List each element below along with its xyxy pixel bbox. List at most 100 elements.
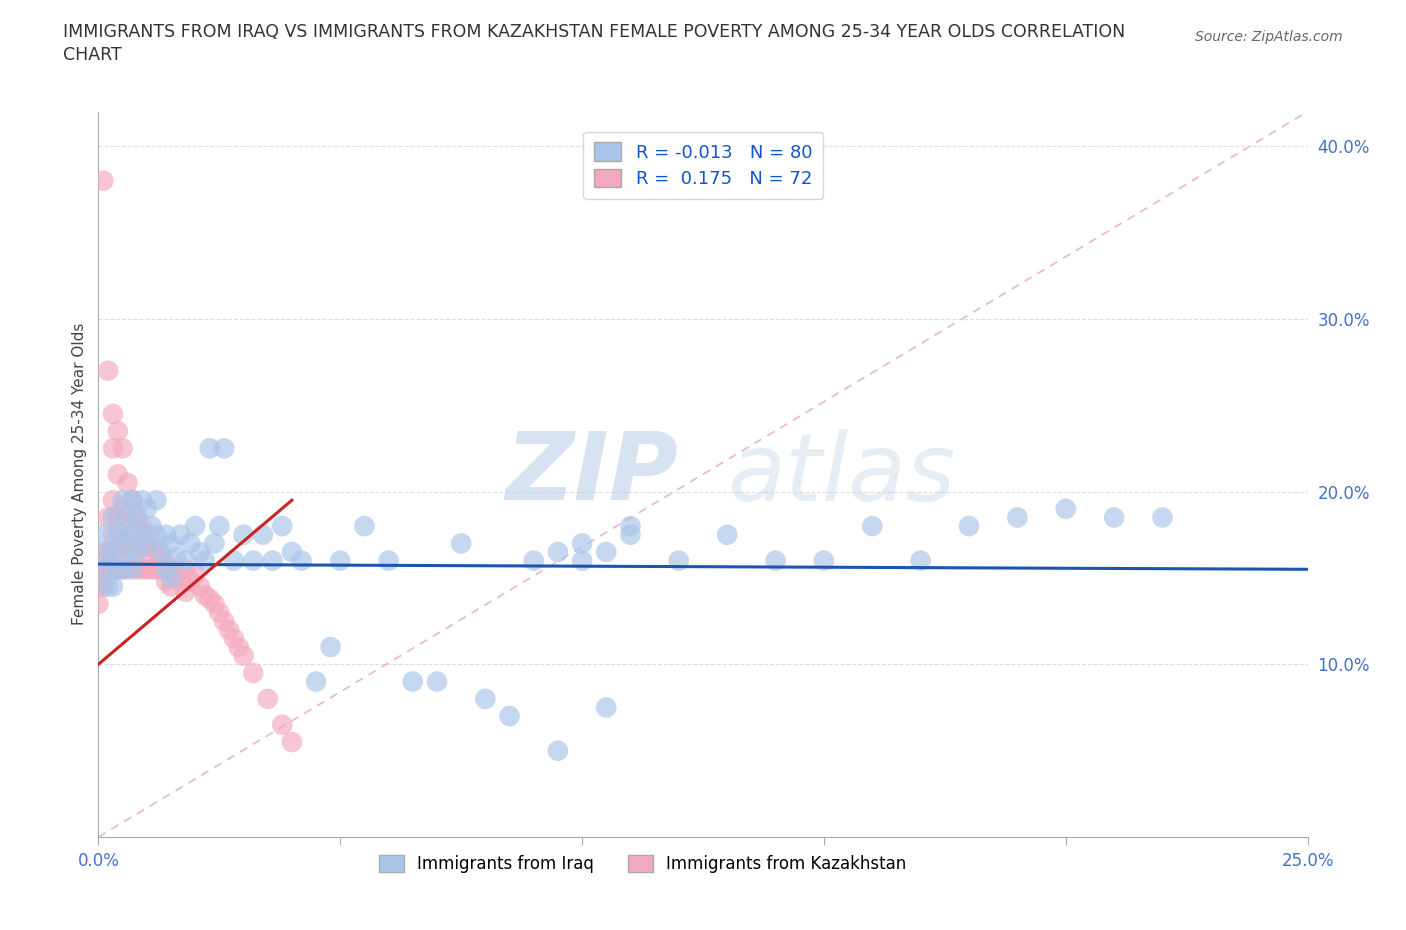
Point bbox=[117, 510, 139, 525]
Point bbox=[184, 519, 207, 534]
Point bbox=[101, 579, 124, 594]
Point bbox=[107, 467, 129, 482]
Point bbox=[127, 536, 149, 551]
Point bbox=[97, 579, 120, 594]
Point bbox=[111, 527, 134, 542]
Point bbox=[160, 579, 183, 594]
Point bbox=[160, 570, 183, 585]
Point bbox=[353, 519, 375, 534]
Text: atlas: atlas bbox=[727, 429, 956, 520]
Point bbox=[117, 475, 139, 490]
Point bbox=[232, 527, 254, 542]
Point bbox=[474, 691, 496, 706]
Point bbox=[87, 579, 110, 594]
Point bbox=[101, 510, 124, 525]
Point bbox=[1152, 510, 1174, 525]
Legend: Immigrants from Iraq, Immigrants from Kazakhstan: Immigrants from Iraq, Immigrants from Ka… bbox=[373, 848, 912, 880]
Point bbox=[860, 519, 883, 534]
Point bbox=[87, 562, 110, 577]
Point bbox=[426, 674, 449, 689]
Point bbox=[290, 553, 312, 568]
Point bbox=[97, 545, 120, 560]
Point bbox=[107, 562, 129, 577]
Point bbox=[716, 527, 738, 542]
Point bbox=[668, 553, 690, 568]
Point bbox=[101, 527, 124, 542]
Point bbox=[619, 519, 641, 534]
Point bbox=[131, 562, 153, 577]
Point bbox=[204, 596, 226, 611]
Point bbox=[1007, 510, 1029, 525]
Point bbox=[121, 527, 143, 542]
Text: Source: ZipAtlas.com: Source: ZipAtlas.com bbox=[1195, 30, 1343, 44]
Point bbox=[571, 536, 593, 551]
Point bbox=[155, 574, 177, 589]
Point bbox=[232, 648, 254, 663]
Point bbox=[155, 527, 177, 542]
Point bbox=[127, 510, 149, 525]
Point bbox=[91, 562, 114, 577]
Point bbox=[107, 424, 129, 439]
Point bbox=[101, 493, 124, 508]
Point bbox=[145, 493, 167, 508]
Point bbox=[222, 553, 245, 568]
Point bbox=[150, 550, 173, 565]
Point bbox=[281, 735, 304, 750]
Point bbox=[910, 553, 932, 568]
Point bbox=[262, 553, 284, 568]
Point bbox=[212, 441, 235, 456]
Point bbox=[198, 441, 221, 456]
Point bbox=[135, 536, 157, 551]
Point bbox=[127, 510, 149, 525]
Point bbox=[155, 557, 177, 572]
Point bbox=[101, 441, 124, 456]
Point bbox=[141, 539, 163, 554]
Point bbox=[305, 674, 328, 689]
Point bbox=[107, 545, 129, 560]
Point bbox=[228, 640, 250, 655]
Point bbox=[619, 527, 641, 542]
Point bbox=[271, 717, 294, 732]
Text: ZIP: ZIP bbox=[506, 429, 679, 520]
Point bbox=[121, 562, 143, 577]
Point bbox=[101, 406, 124, 421]
Point bbox=[107, 562, 129, 577]
Point bbox=[111, 441, 134, 456]
Point bbox=[87, 596, 110, 611]
Point bbox=[145, 562, 167, 577]
Point bbox=[121, 493, 143, 508]
Point bbox=[498, 709, 520, 724]
Point bbox=[165, 550, 187, 565]
Point bbox=[145, 527, 167, 542]
Point bbox=[179, 536, 201, 551]
Point bbox=[242, 553, 264, 568]
Point bbox=[97, 545, 120, 560]
Text: IMMIGRANTS FROM IRAQ VS IMMIGRANTS FROM KAZAKHSTAN FEMALE POVERTY AMONG 25-34 YE: IMMIGRANTS FROM IRAQ VS IMMIGRANTS FROM … bbox=[63, 23, 1126, 41]
Point bbox=[547, 743, 569, 758]
Point bbox=[155, 562, 177, 577]
Point bbox=[131, 519, 153, 534]
Point bbox=[121, 557, 143, 572]
Point bbox=[91, 545, 114, 560]
Point bbox=[91, 173, 114, 188]
Point bbox=[169, 527, 191, 542]
Point bbox=[242, 666, 264, 681]
Text: CHART: CHART bbox=[63, 46, 122, 64]
Point bbox=[145, 545, 167, 560]
Point bbox=[523, 553, 546, 568]
Point bbox=[402, 674, 425, 689]
Point bbox=[141, 519, 163, 534]
Point bbox=[117, 539, 139, 554]
Point bbox=[107, 527, 129, 542]
Point bbox=[252, 527, 274, 542]
Point bbox=[194, 553, 217, 568]
Point bbox=[150, 562, 173, 577]
Point bbox=[218, 622, 240, 637]
Point bbox=[571, 553, 593, 568]
Point bbox=[169, 574, 191, 589]
Point bbox=[595, 700, 617, 715]
Point bbox=[184, 567, 207, 582]
Point bbox=[150, 545, 173, 560]
Point bbox=[101, 545, 124, 560]
Point bbox=[107, 510, 129, 525]
